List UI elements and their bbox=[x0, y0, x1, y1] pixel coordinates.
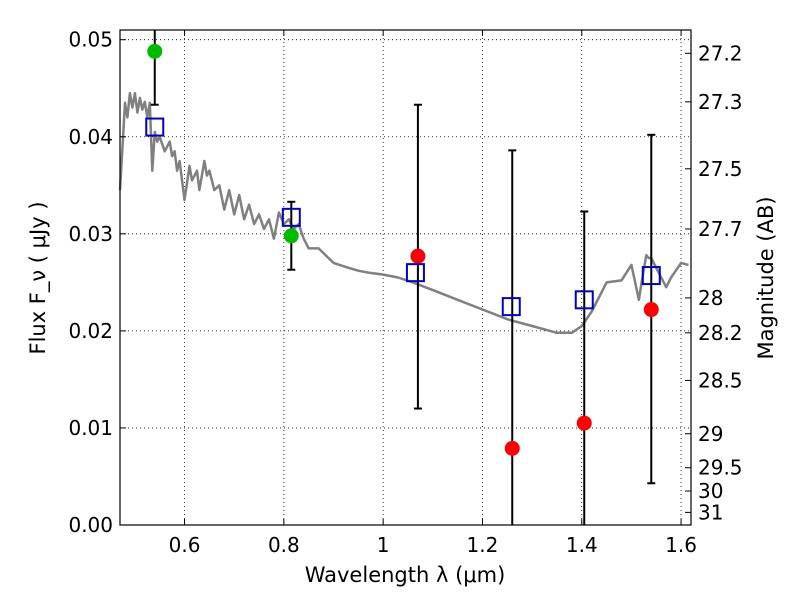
y-tick-label: 0.00 bbox=[68, 513, 113, 537]
mag-tick-label: 27.5 bbox=[698, 157, 743, 181]
y-tick-labels: 0.00 0.01 0.02 0.03 0.04 0.05 bbox=[68, 28, 113, 537]
plot-frame bbox=[119, 29, 692, 526]
data-point bbox=[576, 415, 592, 431]
data-point bbox=[283, 228, 299, 244]
data-point bbox=[643, 302, 659, 318]
model-point bbox=[281, 207, 301, 227]
model-point bbox=[405, 263, 425, 283]
mag-tick-label: 28.5 bbox=[698, 368, 743, 392]
y-tick-label: 0.04 bbox=[68, 125, 113, 149]
mag-tick-label: 30 bbox=[698, 479, 723, 503]
sed-model-line bbox=[118, 91, 689, 335]
data-point bbox=[147, 43, 163, 59]
x-tick-label: 1.6 bbox=[665, 533, 697, 557]
x-tick-label: 0.8 bbox=[268, 533, 300, 557]
mag-tick-label: 27.7 bbox=[698, 217, 743, 241]
model-point bbox=[574, 290, 594, 310]
error-bars bbox=[150, 30, 656, 525]
x-tick-label: 1.4 bbox=[566, 533, 598, 557]
data-point bbox=[504, 440, 520, 456]
grid-lines bbox=[120, 30, 691, 525]
model-point bbox=[145, 117, 165, 137]
y-axis-right-label: Magnitude (AB) bbox=[754, 196, 778, 359]
y-tick-label: 0.02 bbox=[68, 319, 113, 343]
data-point bbox=[410, 248, 426, 264]
mag-tick-label: 28 bbox=[698, 286, 723, 310]
mag-tick-label: 31 bbox=[698, 500, 723, 524]
mag-tick-label: 29.5 bbox=[698, 456, 743, 480]
model-point bbox=[641, 266, 661, 286]
mag-tick-label: 29 bbox=[698, 422, 723, 446]
y-tick-label: 0.01 bbox=[68, 416, 113, 440]
data-markers bbox=[145, 43, 661, 456]
x-tick-labels: 0.6 0.8 1 1.2 1.4 1.6 bbox=[169, 533, 697, 557]
sed-model-curve bbox=[118, 91, 689, 335]
model-point bbox=[501, 297, 521, 317]
x-tick-label: 0.6 bbox=[169, 533, 201, 557]
x-tick-label: 1 bbox=[377, 533, 390, 557]
axis-ticks bbox=[120, 30, 691, 526]
x-tick-label: 1.2 bbox=[467, 533, 499, 557]
y-tick-label: 0.05 bbox=[68, 28, 113, 52]
mag-tick-label: 27.2 bbox=[698, 41, 743, 65]
x-axis-label: Wavelength λ (μm) bbox=[305, 563, 506, 587]
y-tick-label: 0.03 bbox=[68, 222, 113, 246]
mag-tick-label: 28.2 bbox=[698, 321, 743, 345]
mag-tick-label: 27.3 bbox=[698, 90, 743, 114]
y-axis-label: Flux F_ν ( μJy ) bbox=[26, 201, 51, 354]
